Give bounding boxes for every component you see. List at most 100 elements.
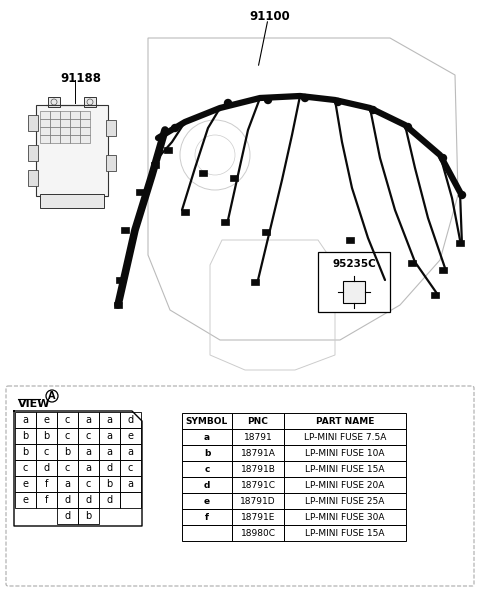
Bar: [80, 119, 90, 127]
Bar: [182, 509, 232, 525]
Text: f: f: [45, 479, 48, 489]
Text: LP-MINI FUSE 15A: LP-MINI FUSE 15A: [305, 528, 385, 538]
Bar: [99, 444, 120, 460]
Bar: [284, 461, 406, 477]
Text: b: b: [204, 448, 210, 458]
Circle shape: [458, 191, 466, 198]
Bar: [57, 412, 78, 428]
Text: c: c: [65, 431, 70, 441]
Bar: [120, 492, 141, 508]
Bar: [106, 120, 116, 136]
Bar: [99, 428, 120, 444]
Bar: [151, 162, 159, 168]
Bar: [57, 476, 78, 492]
Text: 18791: 18791: [244, 432, 272, 442]
Circle shape: [405, 124, 411, 131]
Text: LP-MINI FUSE 15A: LP-MINI FUSE 15A: [305, 465, 385, 474]
Text: PNC: PNC: [248, 416, 268, 425]
Text: 18980C: 18980C: [240, 528, 276, 538]
Bar: [232, 477, 284, 493]
Bar: [28, 115, 38, 131]
Bar: [232, 493, 284, 509]
Bar: [57, 508, 78, 524]
Circle shape: [335, 98, 341, 105]
Bar: [120, 460, 141, 476]
Text: c: c: [86, 479, 91, 489]
Bar: [182, 413, 232, 429]
Bar: [40, 127, 50, 135]
Bar: [232, 461, 284, 477]
Bar: [262, 229, 270, 235]
Bar: [99, 492, 120, 508]
Text: 18791B: 18791B: [240, 465, 276, 474]
Bar: [182, 445, 232, 461]
Bar: [284, 429, 406, 445]
Text: b: b: [23, 447, 29, 457]
Bar: [36, 444, 57, 460]
Bar: [284, 477, 406, 493]
Bar: [284, 445, 406, 461]
Bar: [106, 155, 116, 171]
Bar: [40, 194, 104, 208]
Text: a: a: [107, 447, 112, 457]
Text: LP-MINI FUSE 7.5A: LP-MINI FUSE 7.5A: [304, 432, 386, 442]
Bar: [182, 477, 232, 493]
Bar: [40, 111, 50, 119]
Bar: [230, 175, 238, 181]
Text: d: d: [204, 481, 210, 489]
Text: c: c: [65, 415, 70, 425]
Circle shape: [264, 97, 272, 104]
Bar: [182, 493, 232, 509]
Bar: [439, 267, 447, 273]
Bar: [15, 412, 36, 428]
Bar: [232, 413, 284, 429]
Text: d: d: [107, 495, 113, 505]
Bar: [40, 135, 50, 143]
Text: a: a: [85, 447, 92, 457]
Text: LP-MINI FUSE 25A: LP-MINI FUSE 25A: [305, 497, 384, 505]
Text: 18791A: 18791A: [240, 448, 276, 458]
Bar: [15, 492, 36, 508]
Bar: [99, 476, 120, 492]
Bar: [78, 428, 99, 444]
Bar: [232, 509, 284, 525]
Bar: [181, 209, 189, 215]
Circle shape: [370, 107, 376, 114]
Bar: [36, 105, 108, 196]
Bar: [36, 428, 57, 444]
Bar: [57, 428, 78, 444]
Text: 18791C: 18791C: [240, 481, 276, 489]
Bar: [15, 476, 36, 492]
Bar: [199, 170, 207, 176]
Bar: [36, 492, 57, 508]
Bar: [114, 302, 122, 308]
Text: a: a: [204, 432, 210, 442]
Bar: [50, 111, 60, 119]
Bar: [60, 127, 70, 135]
Bar: [284, 525, 406, 541]
Bar: [284, 509, 406, 525]
Circle shape: [301, 94, 309, 101]
Bar: [36, 412, 57, 428]
Bar: [284, 493, 406, 509]
Text: d: d: [64, 511, 71, 521]
Text: c: c: [44, 447, 49, 457]
Text: a: a: [107, 431, 112, 441]
Text: a: a: [85, 415, 92, 425]
Bar: [70, 119, 80, 127]
Bar: [318, 252, 390, 312]
Bar: [50, 127, 60, 135]
Bar: [136, 189, 144, 195]
Text: SYMBOL: SYMBOL: [186, 416, 228, 425]
Text: e: e: [128, 431, 133, 441]
Bar: [99, 412, 120, 428]
Circle shape: [225, 100, 231, 107]
Text: e: e: [23, 479, 28, 489]
Bar: [364, 277, 372, 283]
Bar: [232, 429, 284, 445]
Text: b: b: [23, 431, 29, 441]
Bar: [60, 135, 70, 143]
Bar: [78, 476, 99, 492]
Bar: [78, 508, 99, 524]
Bar: [346, 237, 354, 243]
